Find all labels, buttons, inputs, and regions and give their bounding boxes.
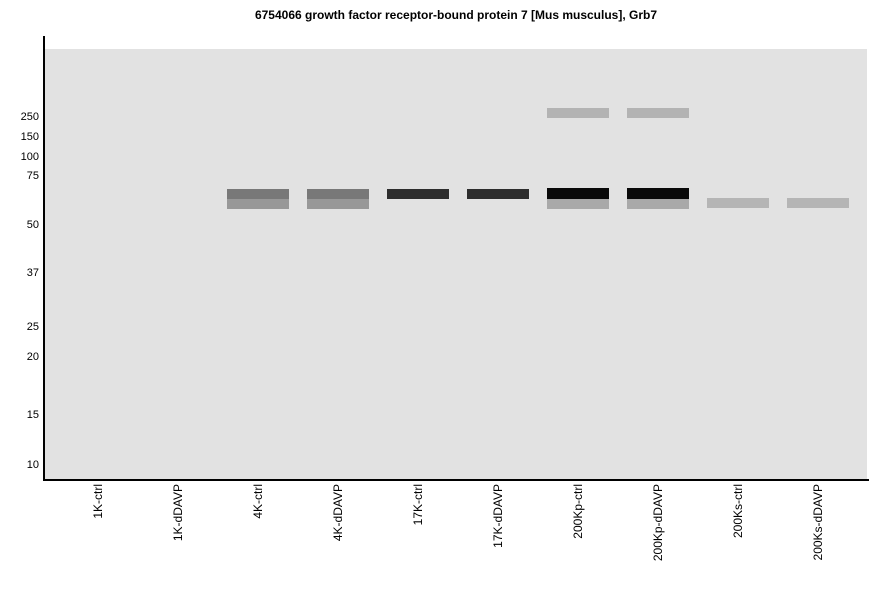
figure-title: 6754066 growth factor receptor-bound pro… <box>254 8 658 22</box>
gel-band <box>547 199 609 209</box>
gel-band <box>227 189 289 199</box>
lane-label-4K-ctrl: 4K-ctrl <box>251 484 265 519</box>
lane-label-17K-ctrl: 17K-ctrl <box>411 484 425 526</box>
y-tick-label-15: 15 <box>26 409 39 421</box>
lane-label-200Kp-ctrl: 200Kp-ctrl <box>571 484 585 539</box>
gel-band <box>467 189 529 199</box>
lane-label-17K-dDAVP: 17K-dDAVP <box>491 484 505 548</box>
gel-band <box>707 198 769 208</box>
y-tick-label-50: 50 <box>26 219 39 231</box>
gel-band <box>387 189 449 199</box>
gel-band <box>227 199 289 209</box>
y-tick-label-25: 25 <box>26 321 39 333</box>
gel-band <box>547 188 609 199</box>
lane-label-200Ks-ctrl: 200Ks-ctrl <box>731 484 745 539</box>
lane-label-200Ks-dDAVP: 200Ks-dDAVP <box>811 484 825 561</box>
gel-band <box>307 199 369 209</box>
y-tick-label-20: 20 <box>26 351 39 363</box>
lane-label-1K-dDAVP: 1K-dDAVP <box>171 484 185 542</box>
y-tick-label-100: 100 <box>20 151 39 163</box>
gel-band <box>307 189 369 199</box>
y-tick-label-37: 37 <box>26 267 39 279</box>
gel-band <box>787 198 849 208</box>
y-tick-label-10: 10 <box>26 459 39 471</box>
y-axis-line <box>43 36 45 481</box>
gel-band <box>627 188 689 199</box>
gel-band <box>627 199 689 209</box>
y-tick-label-250: 250 <box>20 111 39 123</box>
gel-band <box>547 108 609 118</box>
lane-label-4K-dDAVP: 4K-dDAVP <box>331 484 345 542</box>
gel-band <box>627 108 689 118</box>
gel-plot-area <box>45 49 867 479</box>
lane-label-1K-ctrl: 1K-ctrl <box>91 484 105 519</box>
lane-label-200Kp-dDAVP: 200Kp-dDAVP <box>651 484 665 562</box>
y-tick-label-150: 150 <box>20 131 39 143</box>
y-tick-label-75: 75 <box>26 170 39 182</box>
x-axis-line <box>43 479 869 481</box>
